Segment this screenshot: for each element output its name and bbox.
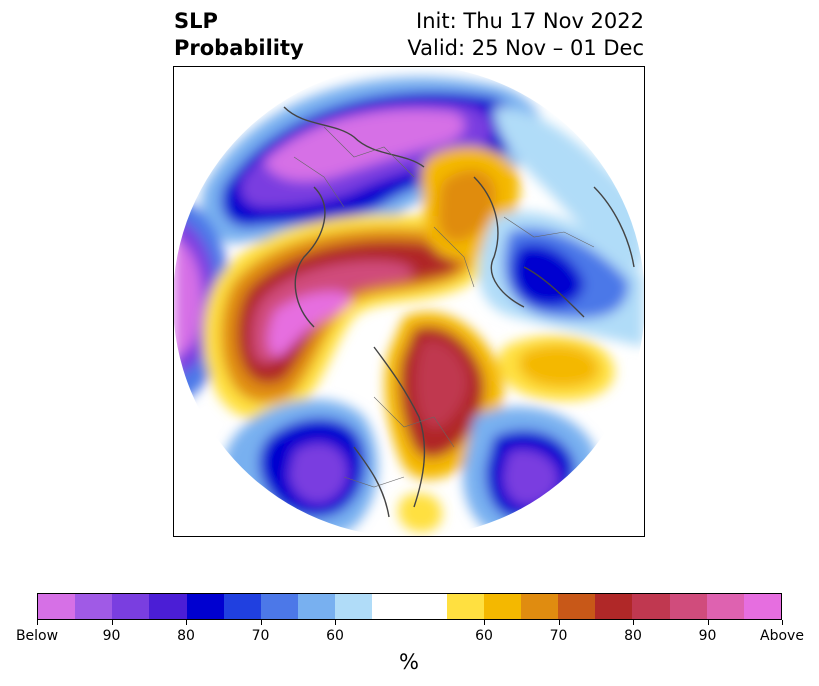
colorbar-segment — [558, 594, 596, 619]
colorbar-segment — [223, 594, 261, 619]
borders — [293, 126, 595, 488]
probability-contours — [174, 77, 644, 536]
probability-map — [173, 66, 645, 537]
map-title: SLP Probability — [174, 8, 304, 62]
valid-range-label: Valid: 25 Nov – 01 Dec — [407, 36, 644, 60]
colorbar-segment — [112, 594, 150, 619]
colorbar-tickmark — [37, 620, 38, 625]
colorbar-tickmark — [186, 620, 187, 625]
colorbar-segment — [669, 594, 707, 619]
colorbar-tickmark — [111, 620, 113, 625]
colorbar-unit-label: % — [399, 650, 419, 674]
colorbar-tick-label: 90 — [102, 628, 121, 644]
colorbar-segment — [446, 594, 484, 619]
colorbar-segment — [706, 594, 744, 619]
title-variable: SLP — [174, 9, 218, 33]
colorbar-tick-label: Above — [760, 628, 804, 644]
colorbar-tick-label: 60 — [475, 628, 493, 644]
colorbar-tick-label: 70 — [251, 628, 270, 644]
colorbar-segment — [149, 594, 187, 619]
colorbar-tick-label: 70 — [549, 628, 568, 644]
coastlines — [283, 106, 635, 518]
colorbar-tickmark — [335, 620, 336, 625]
colorbar-tick-label: 90 — [698, 628, 717, 644]
title-type: Probability — [174, 36, 304, 60]
colorbar-segment — [632, 594, 670, 619]
colorbar-segment — [298, 594, 336, 619]
colorbar-tick-label: 60 — [326, 628, 344, 644]
polar-projection-map — [174, 67, 644, 536]
colorbar-tickmark — [558, 620, 560, 625]
probability-colorbar — [37, 593, 782, 620]
colorbar-tick-label: 80 — [624, 628, 642, 644]
colorbar-segment — [483, 594, 522, 619]
colorbar-tickmark — [633, 620, 634, 625]
map-subtitle: Init: Thu 17 Nov 2022 Valid: 25 Nov – 01… — [407, 8, 644, 62]
colorbar-tickmark — [484, 620, 485, 625]
colorbar-segment — [260, 594, 299, 619]
colorbar-tickmark — [707, 620, 709, 625]
colorbar-tick-label: Below — [15, 628, 59, 644]
colorbar-segment — [75, 594, 113, 619]
init-date-label: Init: Thu 17 Nov 2022 — [416, 9, 644, 33]
colorbar-segment — [521, 594, 559, 619]
colorbar-segment — [372, 594, 447, 619]
colorbar-tickmark — [260, 620, 262, 625]
colorbar-segment — [335, 594, 373, 619]
colorbar-segment — [595, 594, 633, 619]
colorbar-segment — [743, 594, 782, 619]
colorbar-segment — [38, 594, 76, 619]
colorbar-tick-label: 80 — [177, 628, 195, 644]
colorbar-segment — [186, 594, 224, 619]
colorbar-tickmark — [782, 620, 783, 625]
